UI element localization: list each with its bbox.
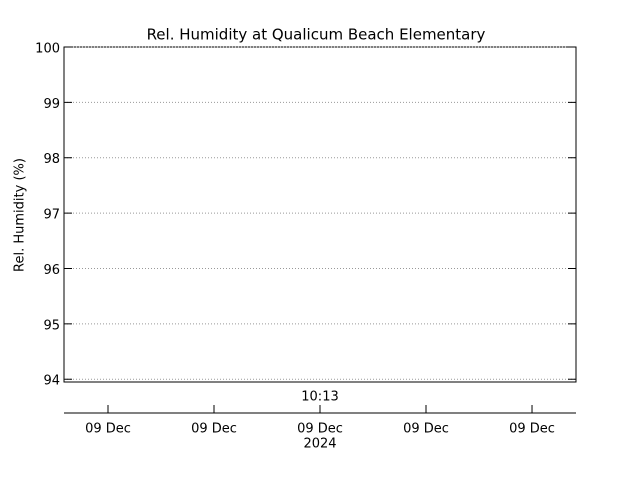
x-tick-label: 09 Dec [509,422,555,437]
x-tick-label: 09 Dec [191,422,237,437]
y-tick-label: 97 [43,208,60,223]
y-tick-label: 99 [43,97,60,112]
y-tick-label: 96 [43,263,60,278]
y-tick-label: 98 [43,152,60,167]
x-tick-label: 09 Dec [85,422,131,437]
x-year: 2024 [303,437,336,452]
chart-title: Rel. Humidity at Qualicum Beach Elementa… [147,26,486,44]
x-tick-label: 09 Dec [403,422,449,437]
y-axis-label: Rel. Humidity (%) [13,158,28,272]
y-tick-label: 94 [43,374,60,389]
x-tick-label: 09 Dec [297,422,343,437]
y-tick-label: 95 [43,318,60,333]
x-annotation: 10:13 [301,390,338,405]
y-tick-label: 100 [35,42,60,57]
